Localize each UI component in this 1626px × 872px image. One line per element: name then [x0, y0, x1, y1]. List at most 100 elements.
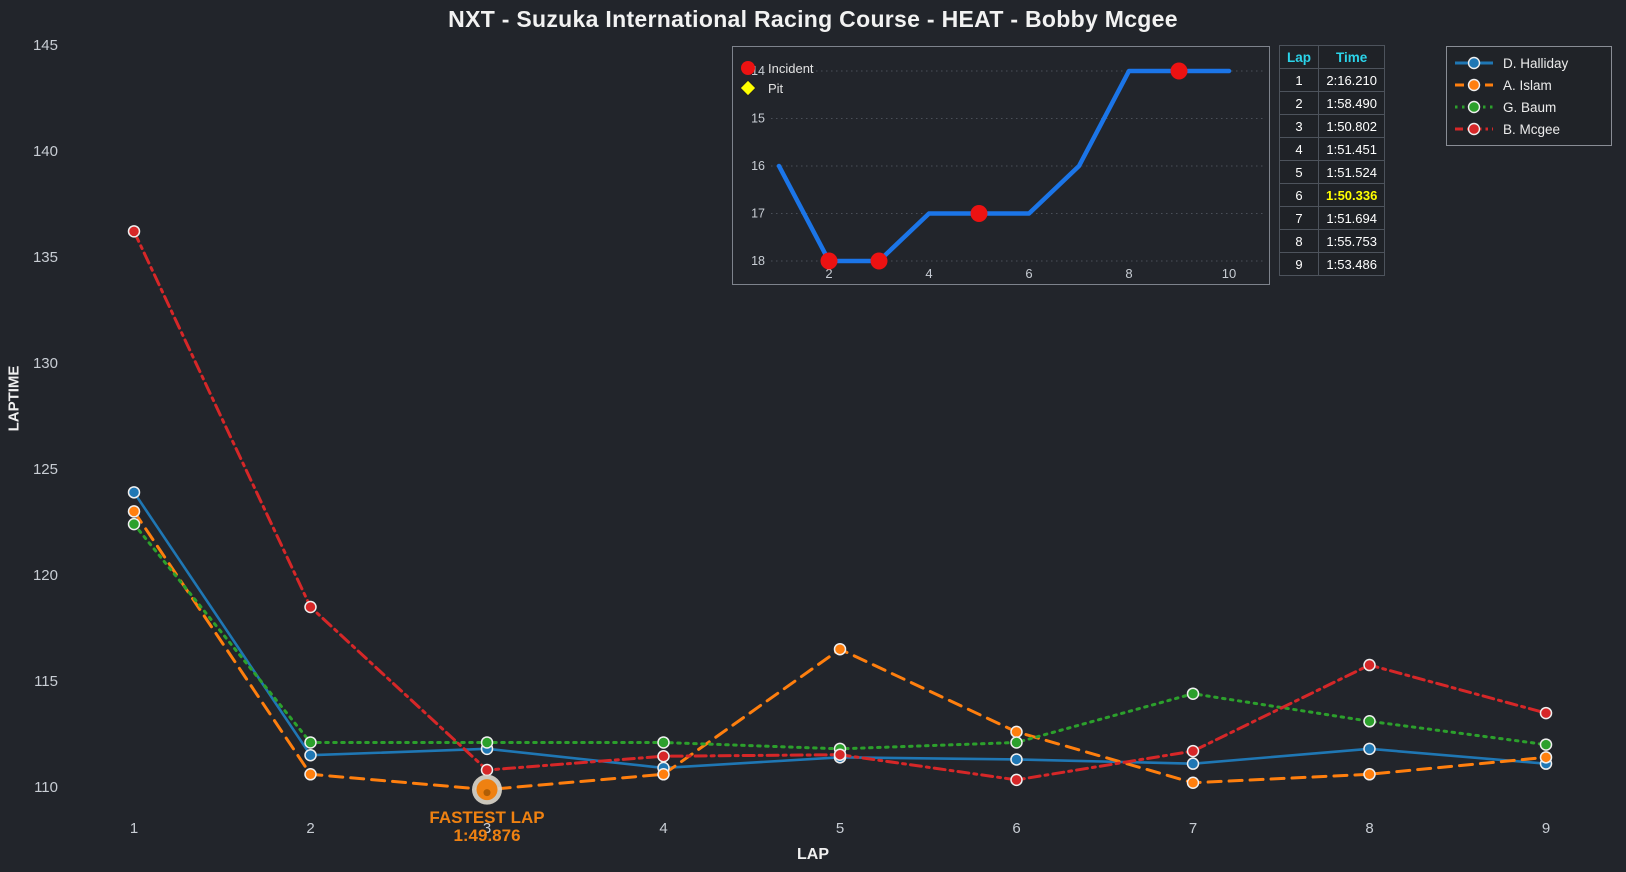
- incident-marker-icon: [741, 61, 755, 75]
- data-point: [1186, 744, 1200, 758]
- legend-series-label: D. Halliday: [1503, 55, 1569, 71]
- lap-time-table: Lap Time 1 2:16.210 2 1:58.490 3 1:50.802 4 1:5…: [1278, 45, 1386, 276]
- series-line-b-mcgee: [132, 229, 1548, 782]
- x-tick-label: 4: [659, 820, 667, 837]
- y-tick-label: 145: [33, 37, 58, 54]
- data-point: [304, 736, 317, 749]
- time-cell: 1:51.451: [1318, 137, 1386, 161]
- inset-x-tick-label: 8: [1125, 266, 1132, 281]
- data-point: [1010, 773, 1023, 787]
- data-point: [833, 748, 847, 761]
- fastest-lap-time: 1:49.876: [453, 826, 520, 845]
- fastest-lap-marker-dot: [483, 789, 491, 797]
- x-tick-label: 1: [130, 820, 138, 837]
- incident-marker: [820, 252, 838, 270]
- inset-y-tick-label: 17: [751, 207, 765, 221]
- time-cell: 1:55.753: [1318, 229, 1386, 253]
- data-point: [127, 517, 141, 531]
- data-point: [1010, 753, 1023, 766]
- lap-column-header: Lap: [1278, 45, 1320, 69]
- x-tick-label: 2: [306, 820, 314, 837]
- data-point: [1186, 687, 1200, 700]
- lap-cell: 3: [1278, 114, 1320, 138]
- time-cell: 1:53.486: [1318, 252, 1386, 276]
- table-row: 9 1:53.486: [1278, 252, 1386, 276]
- table-row: 4 1:51.451: [1278, 137, 1386, 161]
- legend-item-g-baum: G. Baum: [1454, 96, 1604, 118]
- table-row: 2 1:58.490: [1278, 91, 1386, 115]
- data-point: [1010, 725, 1023, 739]
- table-row: 8 1:55.753: [1278, 229, 1386, 253]
- inset-y-tick-label: 15: [751, 112, 765, 126]
- y-tick-label: 130: [33, 355, 58, 372]
- fastest-lap-label: FASTEST LAP: [429, 808, 544, 827]
- data-point: [480, 763, 494, 777]
- data-point: [657, 768, 670, 781]
- x-tick-label: 3: [483, 820, 491, 837]
- data-point: [127, 505, 141, 518]
- table-row: 6 1:50.336: [1278, 183, 1386, 207]
- data-point: [1010, 736, 1023, 749]
- inset-legend-item-incident: Incident: [738, 58, 814, 78]
- data-point: [127, 225, 141, 238]
- lap-cell: 9: [1278, 252, 1320, 276]
- lap-cell: 4: [1278, 137, 1320, 161]
- legend-series-label: G. Baum: [1503, 99, 1557, 115]
- time-cell: 1:51.694: [1318, 206, 1386, 230]
- legend-item-a-islam: A. Islam: [1454, 74, 1604, 96]
- pit-marker-icon: [739, 79, 757, 97]
- y-tick-label: 125: [33, 461, 58, 478]
- y-tick-label: 115: [34, 673, 58, 690]
- data-point: [657, 749, 670, 763]
- inset-legend-label: Pit: [768, 80, 784, 96]
- x-tick-label: 8: [1365, 820, 1373, 837]
- incident-marker: [870, 252, 888, 270]
- legend-item-b-mcgee: B. Mcgee: [1454, 118, 1604, 140]
- legend-line-sample: [1455, 78, 1493, 92]
- lap-cell: 7: [1278, 206, 1320, 230]
- inset-legend-item-pit: Pit: [738, 78, 814, 98]
- data-point: [1539, 751, 1553, 764]
- data-point: [1186, 776, 1200, 790]
- chart-title: NXT - Suzuka International Racing Course…: [448, 6, 1178, 32]
- time-cell: 1:58.490: [1318, 91, 1386, 115]
- data-point: [1186, 757, 1200, 770]
- data-point: [127, 486, 141, 499]
- x-tick-label: 9: [1542, 820, 1550, 837]
- data-point: [480, 736, 494, 749]
- table-header-row: Lap Time: [1278, 45, 1386, 69]
- table-row: 7 1:51.694: [1278, 206, 1386, 230]
- inset-legend-label: Incident: [768, 60, 814, 76]
- series-line-g-baum: [132, 522, 1548, 751]
- inset-x-tick-label: 4: [925, 266, 932, 281]
- y-tick-label: 110: [34, 779, 58, 796]
- inset-y-tick-label: 18: [751, 254, 765, 268]
- x-tick-label: 6: [1012, 820, 1020, 837]
- x-tick-label: 7: [1189, 820, 1197, 837]
- data-point: [1363, 742, 1376, 756]
- data-point: [1363, 658, 1376, 672]
- data-point: [304, 600, 317, 614]
- lap-cell: 8: [1278, 229, 1320, 253]
- data-point: [657, 736, 670, 749]
- data-point: [1539, 706, 1553, 720]
- y-tick-label: 135: [33, 249, 58, 266]
- inset-x-tick-label: 6: [1025, 266, 1032, 281]
- data-point: [304, 768, 317, 781]
- x-tick-label: 5: [836, 820, 844, 837]
- time-cell: 1:50.336: [1318, 183, 1386, 207]
- data-point: [1363, 768, 1376, 781]
- inset-x-tick-label: 2: [825, 266, 832, 281]
- series-line-d-halliday: [132, 491, 1548, 770]
- x-axis-label: LAP: [797, 846, 829, 863]
- table-row: 3 1:50.802: [1278, 114, 1386, 138]
- data-point: [1363, 715, 1376, 728]
- inset-y-tick-label: 16: [751, 159, 765, 173]
- inset-legend: Incident Pit: [738, 58, 814, 98]
- legend-series-label: A. Islam: [1503, 77, 1552, 93]
- position-line: [776, 68, 1232, 264]
- legend-line-sample: [1455, 56, 1493, 70]
